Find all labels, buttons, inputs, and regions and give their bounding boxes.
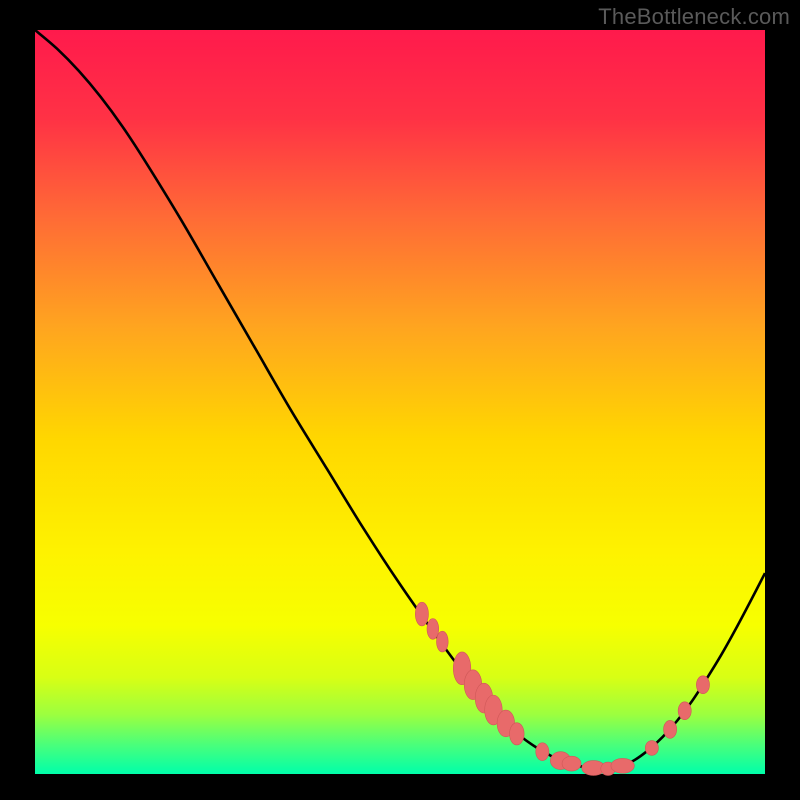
data-marker (562, 756, 581, 771)
data-marker (696, 676, 709, 694)
data-marker (678, 702, 691, 720)
watermark-label: TheBottleneck.com (598, 4, 790, 30)
plot-background (35, 30, 765, 774)
data-marker (510, 723, 525, 745)
chart-svg (0, 0, 800, 800)
data-marker (645, 741, 658, 756)
data-marker (664, 720, 677, 738)
data-marker (611, 758, 634, 773)
chart-container: { "watermark": { "text": "TheBottleneck.… (0, 0, 800, 800)
data-marker (415, 602, 428, 626)
data-marker (427, 619, 439, 640)
data-marker (437, 631, 449, 652)
data-marker (536, 743, 549, 761)
